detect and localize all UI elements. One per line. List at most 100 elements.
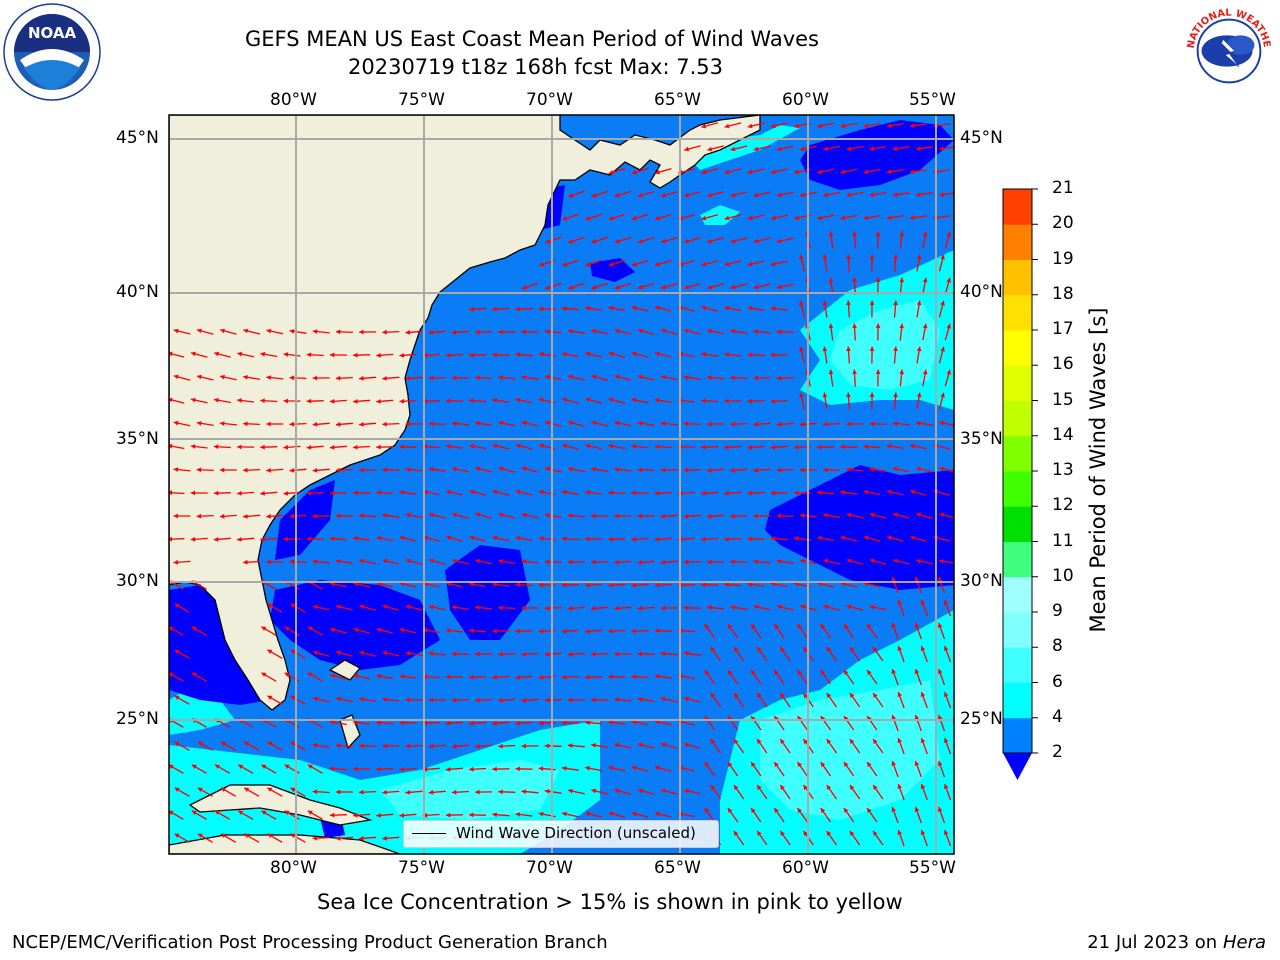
- wave-arrow-head: [916, 146, 921, 151]
- wave-arrow-head: [585, 443, 591, 449]
- wave-arrow-head: [846, 558, 852, 564]
- wave-arrow-head: [169, 397, 173, 403]
- colorbar-tick-label: 13: [1052, 460, 1074, 480]
- wave-arrow-head: [522, 285, 527, 290]
- colorbar-segment: [1003, 365, 1032, 401]
- legend-line-sample: [412, 833, 446, 834]
- wave-arrow-head: [428, 421, 434, 427]
- wave-arrow-head: [875, 323, 881, 328]
- wave-arrow-head: [446, 489, 451, 495]
- wave-arrow-head: [359, 375, 364, 381]
- wave-arrow-head: [220, 374, 225, 380]
- wave-arrow-head: [399, 720, 404, 726]
- wave-arrow-head: [770, 536, 776, 541]
- wave-arrow-head: [221, 833, 226, 838]
- wave-arrow-head: [823, 192, 828, 198]
- wave-arrow-head: [707, 284, 713, 290]
- wave-arrow-head: [637, 788, 643, 794]
- wave-arrow-head: [869, 300, 875, 305]
- wave-arrow-head: [196, 467, 202, 473]
- wave-arrow-head: [591, 239, 597, 244]
- wave-arrow-head: [683, 514, 689, 519]
- wave-arrow-head: [843, 762, 849, 767]
- wave-arrow-head: [169, 810, 174, 815]
- wave-arrow-head: [608, 443, 614, 449]
- wave-arrow-head: [747, 582, 753, 587]
- wave-arrow-head: [591, 606, 596, 611]
- wave-arrow-head: [910, 489, 915, 495]
- wave-arrow-head: [946, 231, 951, 237]
- footer-date-text: 21 Jul 2023 on: [1087, 932, 1223, 953]
- wave-arrow-head: [452, 466, 457, 472]
- wave-arrow-head: [469, 628, 474, 634]
- wave-arrow-head: [891, 577, 896, 582]
- wave-arrow-head: [891, 623, 896, 628]
- wave-arrow-head: [631, 583, 637, 588]
- wave-arrow-head: [770, 215, 776, 221]
- colorbar-segment: [1003, 541, 1032, 578]
- wave-arrow-head: [336, 650, 341, 656]
- wave-arrow-head: [724, 398, 729, 404]
- wave-arrow-head: [893, 254, 898, 260]
- wave-arrow-head: [614, 192, 620, 198]
- wave-arrow-head: [684, 328, 689, 334]
- wave-arrow-head: [335, 375, 341, 381]
- wave-arrow-head: [169, 626, 174, 631]
- wave-arrow-head: [469, 721, 474, 726]
- wave-arrow-head: [946, 369, 951, 375]
- wave-arrow-head: [914, 577, 920, 582]
- wave-arrow-head: [335, 329, 341, 335]
- wave-arrow-head: [704, 624, 710, 629]
- wave-arrow-head: [475, 605, 480, 610]
- wave-arrow-head: [521, 329, 526, 335]
- wave-arrow-head: [445, 812, 451, 818]
- wave-arrow-head: [284, 626, 290, 631]
- wave-arrow-head: [828, 277, 834, 283]
- wave-arrow-head: [631, 351, 637, 357]
- wave-arrow-head: [803, 831, 808, 836]
- wave-arrow-head: [707, 375, 712, 380]
- colorbar-tick-label: 8: [1052, 636, 1063, 657]
- colorbar-segment: [1003, 294, 1032, 331]
- wave-arrow-head: [776, 329, 782, 335]
- wave-arrow-head: [498, 698, 503, 703]
- wave-arrow-head: [359, 513, 364, 518]
- wave-arrow-head: [469, 535, 475, 541]
- wave-arrow-head: [776, 467, 782, 473]
- wave-arrow-head: [753, 284, 759, 290]
- wave-arrow-head: [329, 490, 335, 496]
- wave-arrow-head: [215, 810, 220, 815]
- wave-arrow-head: [660, 374, 666, 380]
- colorbar-tick-label: 10: [1052, 565, 1074, 586]
- wave-arrow-head: [521, 743, 526, 749]
- wave-arrow-head: [727, 808, 733, 813]
- wave-arrow-head: [684, 146, 690, 152]
- wave-arrow-head: [840, 169, 846, 175]
- wave-arrow-head: [475, 421, 480, 426]
- wave-arrow-head: [330, 673, 335, 679]
- colorbar-segment: [1003, 717, 1032, 754]
- wave-arrow-head: [940, 392, 945, 398]
- wave-arrow-head: [869, 346, 875, 351]
- wave-arrow-head: [469, 352, 474, 358]
- wave-arrow-head: [753, 238, 759, 244]
- wave-arrow-head: [561, 674, 567, 680]
- wave-arrow-head: [886, 215, 892, 220]
- wave-arrow-head: [290, 649, 296, 654]
- wave-arrow-head: [469, 766, 474, 772]
- wave-arrow-head: [260, 536, 265, 542]
- wave-arrow-head: [730, 146, 736, 152]
- wave-arrow-head: [359, 743, 364, 749]
- wave-arrow-head: [538, 766, 544, 772]
- wave-arrow-head: [654, 490, 660, 496]
- wave-arrow-head: [585, 262, 591, 267]
- lon-label-top: 60°W: [782, 90, 829, 110]
- wave-arrow-head: [701, 215, 707, 221]
- wave-arrow-head: [730, 238, 736, 244]
- wave-arrow-head: [724, 169, 730, 175]
- wave-arrow-head: [521, 420, 527, 426]
- wave-arrow-head: [893, 512, 898, 518]
- wave-arrow-head: [515, 352, 521, 357]
- wave-arrow-head: [753, 192, 759, 198]
- wave-arrow-head: [561, 306, 567, 311]
